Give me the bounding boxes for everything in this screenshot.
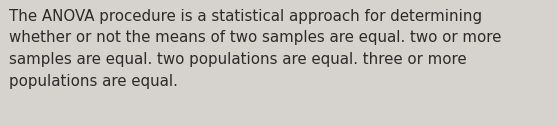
Text: The ANOVA procedure is a statistical approach for determining
whether or not the: The ANOVA procedure is a statistical app… [9,9,501,89]
